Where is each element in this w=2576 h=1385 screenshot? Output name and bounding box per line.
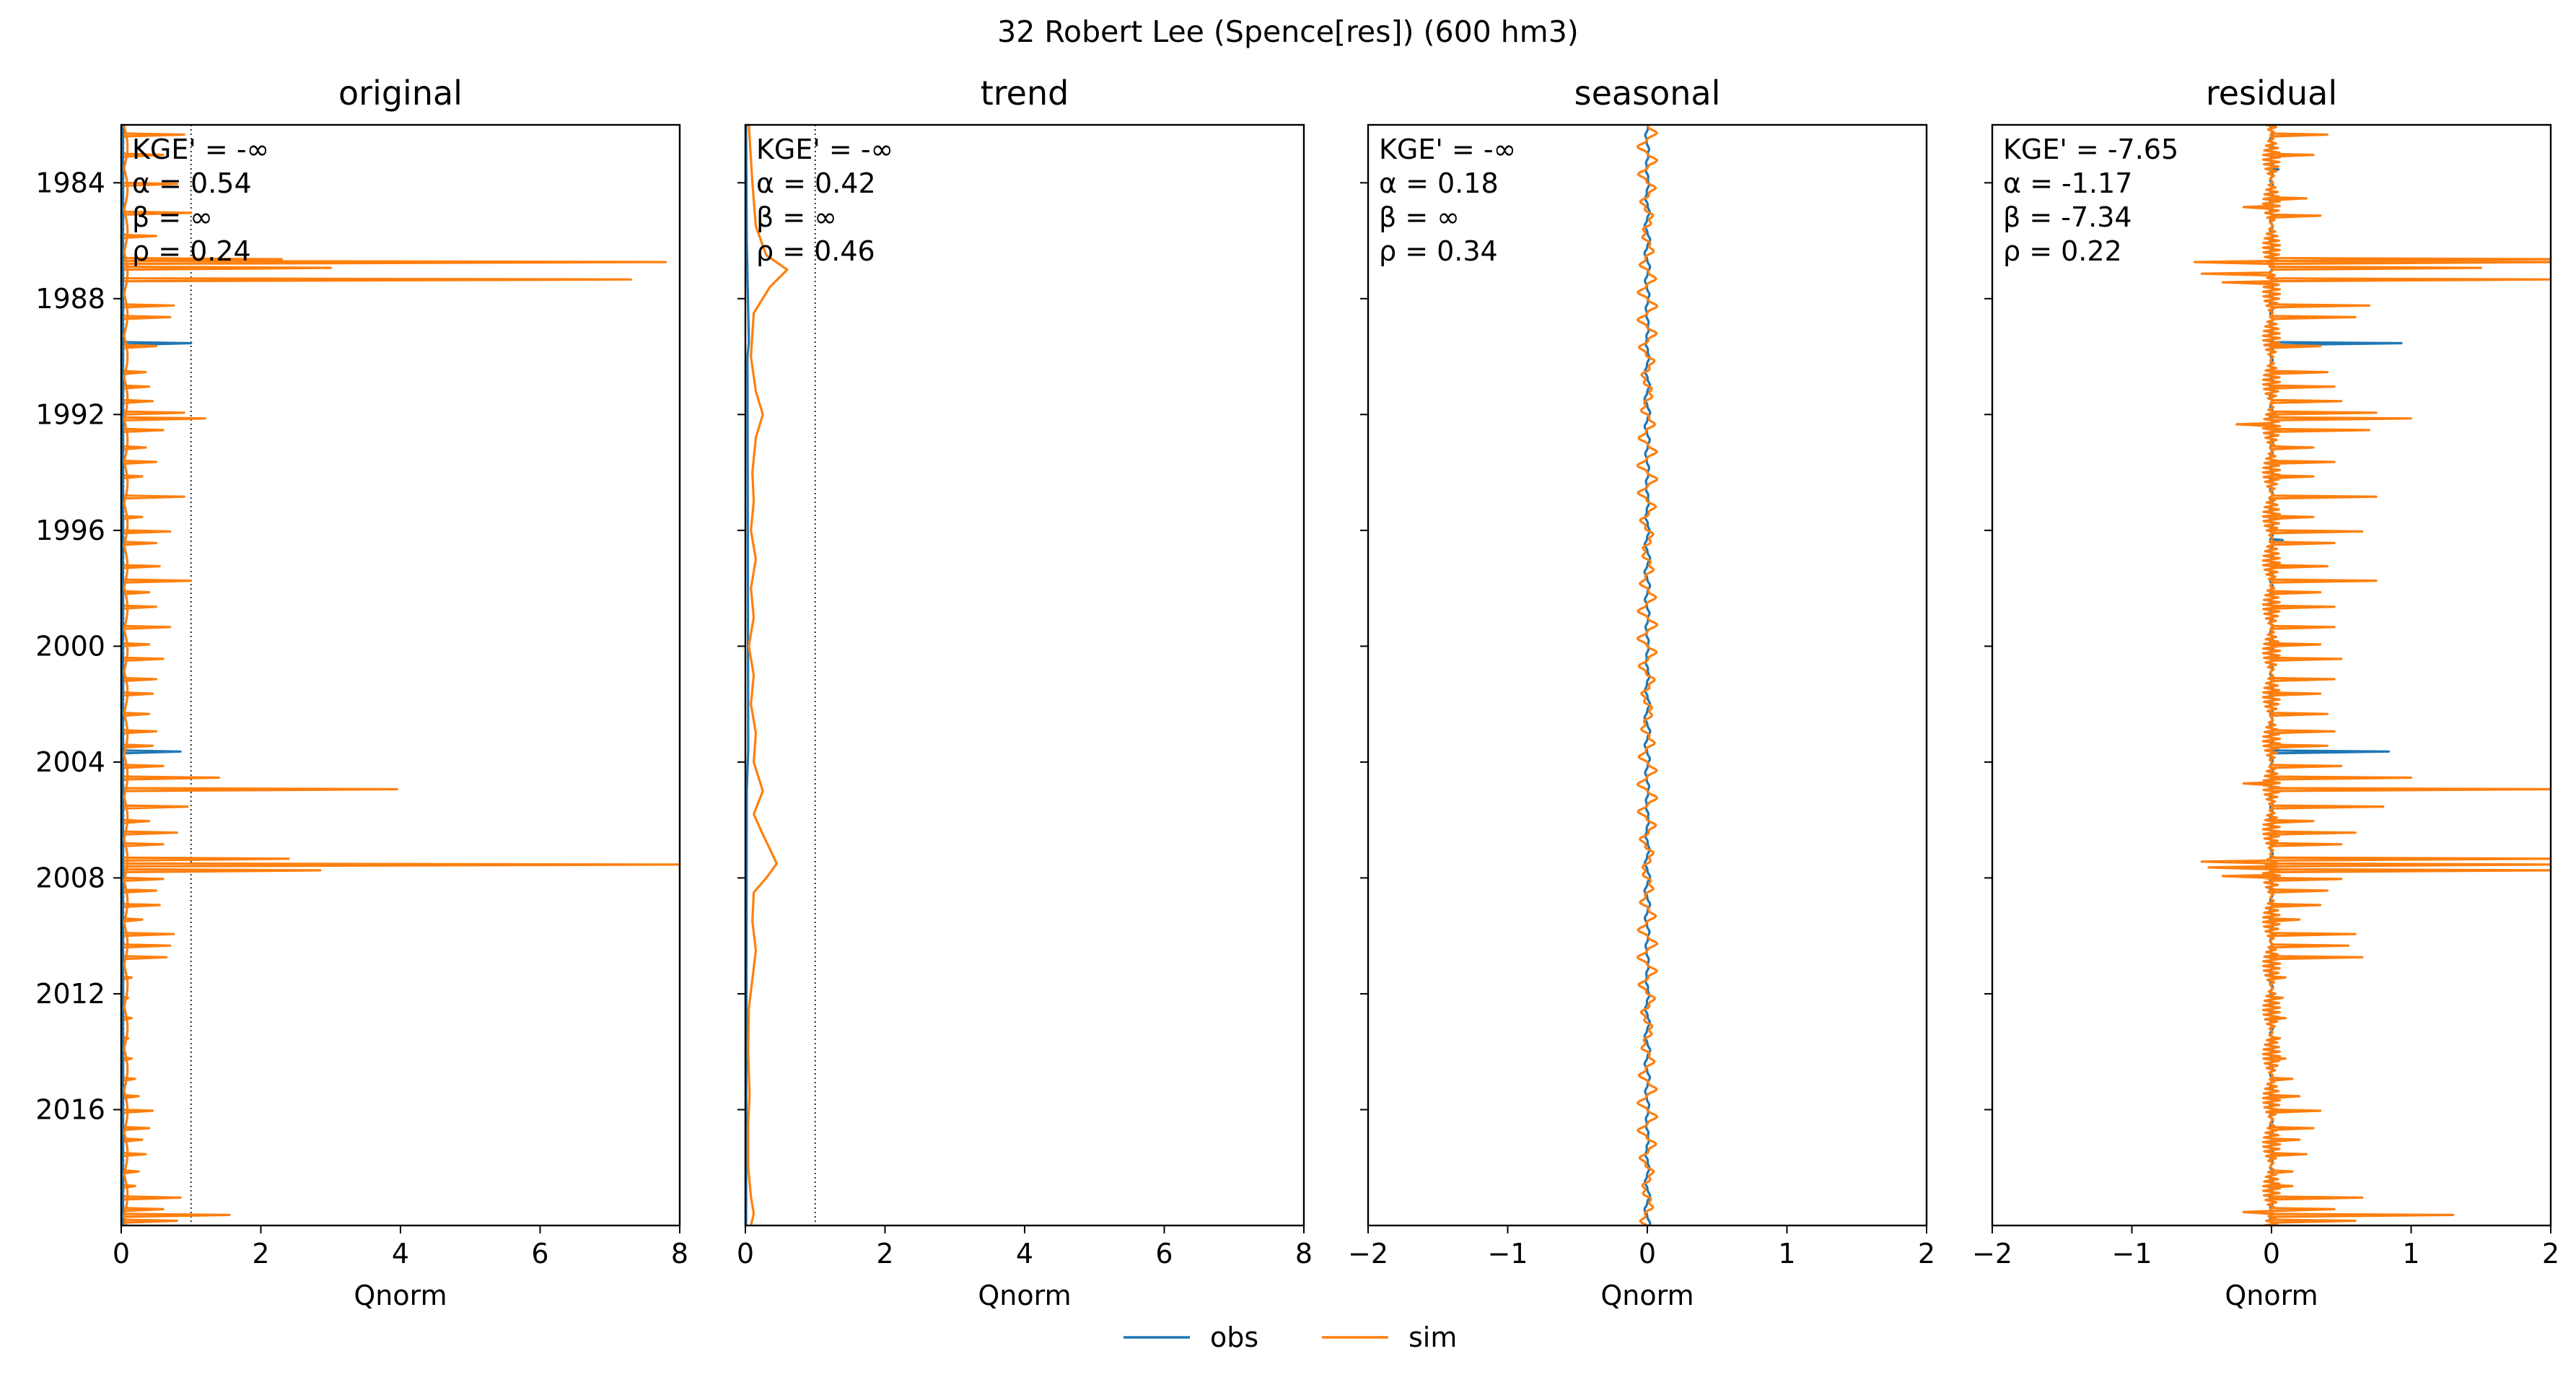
y-tick-label: 1992 [35,398,105,430]
y-tick-label: 2016 [35,1093,105,1125]
x-tick-label: 1 [2402,1238,2419,1270]
x-axis-label: Qnorm [978,1280,1071,1311]
x-tick-label: 8 [671,1238,688,1270]
y-tick-label: 2004 [35,746,105,778]
panel-seasonal: seasonal −2 −1 0 1 2 Qnorm KGE' = -∞α = 0.18β =… [1348,74,1935,1311]
x-tick-label: 0 [1639,1238,1656,1270]
series-sim [123,125,680,1225]
series-sim [747,125,789,1225]
x-axis-label: Qnorm [2225,1280,2318,1311]
panel-trend: trend 0 2 4 6 8 Qnorm KGE' = -∞α = 0.42β = ∞ρ =… [737,74,1313,1311]
axes-frame [744,123,1305,1227]
legend-label: sim [1409,1321,1457,1353]
stat-3: ρ = 0.22 [2003,235,2122,267]
x-tick-label: −1 [1487,1238,1528,1270]
stat-1: α = 0.18 [1379,167,1499,199]
stat-0: KGE' = -∞ [132,134,269,165]
x-tick-label: −2 [1348,1238,1388,1270]
series-sim [1636,125,1659,1225]
legend-item-sim: sim [1322,1321,1457,1353]
x-tick-label: 4 [392,1238,409,1270]
stat-1: α = 0.42 [756,167,876,199]
panel-residual: residual −2 −1 0 1 2 Qnorm KGE' = -7.65α = -1.1… [1972,74,2559,1311]
series-obs [121,125,193,1225]
x-tick-label: 0 [2263,1238,2280,1270]
stat-3: ρ = 0.46 [756,235,875,267]
x-tick-label: 8 [1295,1238,1313,1270]
stat-3: ρ = 0.34 [1379,235,1498,267]
stat-0: KGE' = -∞ [756,134,893,165]
x-axis-label: Qnorm [1600,1280,1694,1311]
stat-1: α = -1.17 [2003,167,2132,199]
stat-2: β = ∞ [132,201,213,233]
stat-2: β = -7.34 [2003,201,2132,233]
stat-1: α = 0.54 [132,167,252,199]
x-tick-label: 0 [113,1238,130,1270]
stat-3: ρ = 0.24 [132,235,251,267]
y-tick-label: 2008 [35,862,105,894]
legend-label: obs [1210,1321,1258,1353]
x-tick-label: 2 [2542,1238,2559,1270]
x-tick-label: 2 [1918,1238,1935,1270]
axes-frame [120,123,681,1227]
panel-title: original [338,74,463,113]
panel-title: residual [2206,74,2337,113]
series-sim [2194,125,2551,1225]
stat-0: KGE' = -7.65 [2003,134,2178,165]
y-tick-label: 1996 [35,515,105,546]
y-tick-label: 1984 [35,167,105,198]
x-tick-label: −1 [2111,1238,2152,1270]
figure-title: 32 Robert Lee (Spence[res]) (600 hm3) [997,14,1579,49]
y-tick-label: 2000 [35,630,105,662]
panel-original: original 0 2 4 6 8 Qnorm 1984 1988 1992 1996 2000 20… [35,74,688,1311]
panel-title: trend [981,74,1069,113]
series-obs [745,125,750,1225]
x-tick-label: 4 [1016,1238,1033,1270]
x-tick-label: 6 [531,1238,548,1270]
x-tick-label: −2 [1972,1238,2012,1270]
x-axis-label: Qnorm [354,1280,447,1311]
stat-2: β = ∞ [756,201,837,233]
x-tick-label: 1 [1778,1238,1795,1270]
legend: obs sim [1123,1321,1457,1353]
y-tick-label: 2012 [35,978,105,1010]
stat-0: KGE' = -∞ [1379,134,1516,165]
x-tick-label: 2 [876,1238,893,1270]
x-tick-label: 0 [737,1238,754,1270]
legend-item-obs: obs [1123,1321,1258,1353]
stat-2: β = ∞ [1379,201,1460,233]
x-tick-label: 6 [1155,1238,1173,1270]
panel-title: seasonal [1574,74,1721,113]
y-tick-label: 1988 [35,283,105,315]
x-tick-label: 2 [252,1238,269,1270]
series-obs [2269,125,2403,1225]
